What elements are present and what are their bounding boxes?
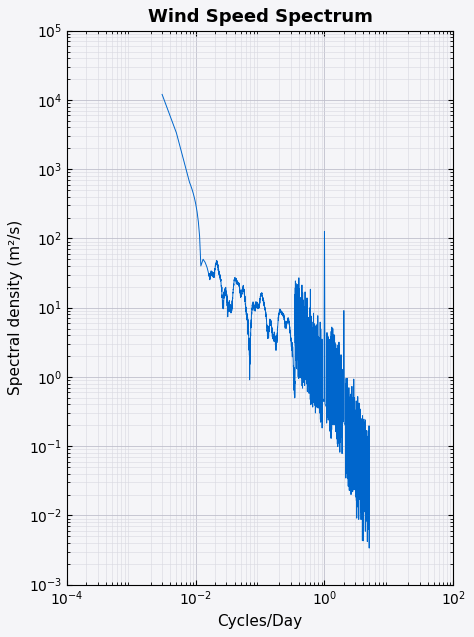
Title: Wind Speed Spectrum: Wind Speed Spectrum xyxy=(148,8,373,26)
X-axis label: Cycles/Day: Cycles/Day xyxy=(218,613,303,629)
Y-axis label: Spectral density (m²/s): Spectral density (m²/s) xyxy=(9,220,23,396)
